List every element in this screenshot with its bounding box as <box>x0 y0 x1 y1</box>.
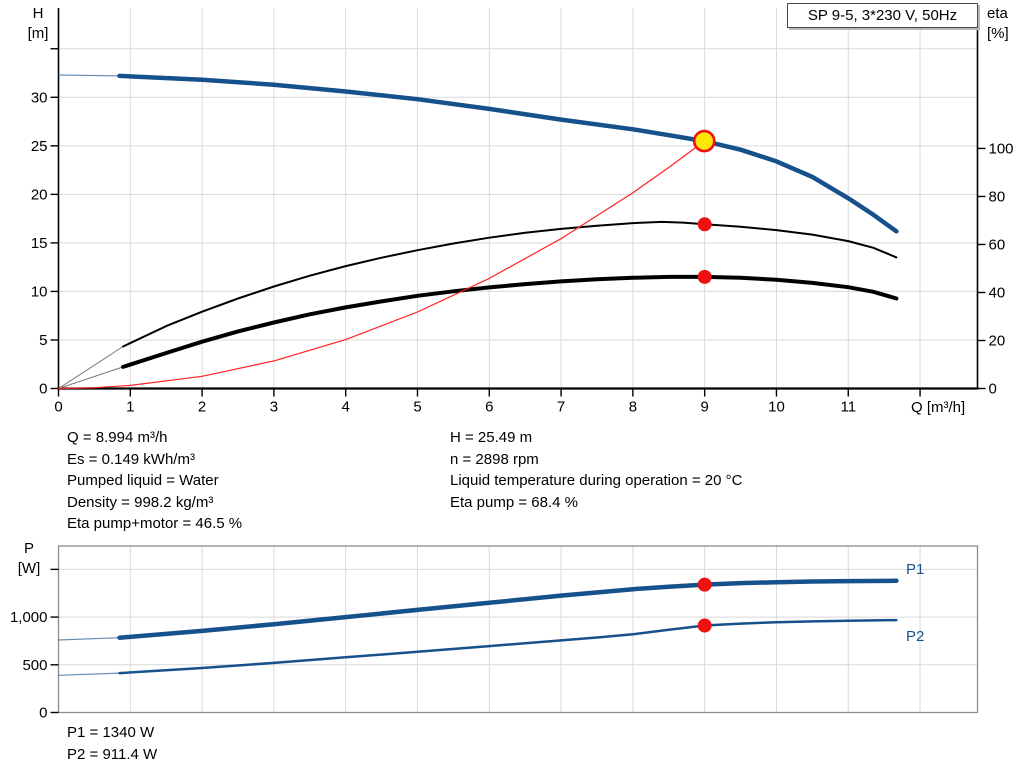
duty-point[interactable] <box>692 129 716 153</box>
p1-lead <box>57 637 121 641</box>
readout-head: H = 25.49 m <box>450 429 533 446</box>
readout-eta-pump: Eta pump = 68.4 % <box>450 493 578 511</box>
readout-liquid-temperature: Liquid temperature during operation = 20… <box>450 472 743 490</box>
p2-curve <box>118 618 898 675</box>
tick-label: 0 <box>39 381 47 398</box>
p2-lead <box>57 672 121 676</box>
tick-label: 80 <box>989 188 1006 205</box>
tick-label: 30 <box>31 89 48 106</box>
eta-pump-point <box>697 217 712 232</box>
readout-p1: P1 = 1340 W <box>67 724 155 741</box>
q-axis-label: Q [m³/h] <box>911 399 966 416</box>
tick-label: 5 <box>413 399 421 416</box>
tick-label: 0 <box>54 399 62 416</box>
readout-speed: n = 2898 rpm <box>450 450 539 468</box>
tick-label: 25 <box>31 138 48 155</box>
tick-label: 4 <box>342 399 350 416</box>
tick-label: 15 <box>31 235 48 252</box>
tick-label: 500 <box>22 657 47 674</box>
tick-label: 8 <box>629 399 637 416</box>
pump-title-box: SP 9-5, 3*230 V, 50Hz <box>787 3 978 28</box>
tick-label: 40 <box>989 284 1006 301</box>
tick-label: 1,000 <box>10 609 48 626</box>
tick-label: 0 <box>39 705 47 722</box>
tick-label: 0 <box>989 381 997 398</box>
p1-curve <box>117 578 899 640</box>
h-axis-label: H [m] <box>27 5 49 42</box>
power-chart: 0 500 1,000 <box>10 545 979 722</box>
readout-pumped-liquid: Pumped liquid = Water <box>67 472 219 490</box>
tick-label: 60 <box>989 236 1006 253</box>
tick-label: 3 <box>270 399 278 416</box>
qh-lead <box>57 74 121 77</box>
p2-point <box>697 618 712 633</box>
p-axis-label: P [W] <box>17 540 41 577</box>
eta-pump-curve <box>122 220 898 348</box>
tick-label: 2 <box>198 399 206 416</box>
p2-series-label: P2 <box>906 628 925 645</box>
readout-density: Density = 998.2 kg/m³ <box>67 493 214 511</box>
tick-label: 7 <box>557 399 565 416</box>
qh-curve <box>117 73 899 234</box>
readout-right-column: H = 25.49 m n = 2898 rpm Liquid temperat… <box>450 427 742 513</box>
eta-pump-motor-lead <box>58 366 124 389</box>
tick-label: 11 <box>840 399 856 416</box>
tick-label: 100 <box>989 140 1014 157</box>
qh-eta-chart: 0 5 10 15 20 25 30 0 20 40 60 80 100 0 1 2 3 4 5 6 7 8 9 10 11 <box>31 8 1014 416</box>
tick-label: 20 <box>31 186 48 203</box>
eta-axis-label: eta [%] <box>987 5 1009 42</box>
tick-label: 10 <box>768 399 785 416</box>
tick-label: 10 <box>31 283 48 300</box>
readout-specific-energy: Es = 0.149 kWh/m³ <box>67 450 195 468</box>
chart-frame <box>57 545 979 714</box>
p1-series-label: P1 <box>906 561 925 578</box>
tick-label: 1 <box>126 399 134 416</box>
eta-pump-motor-curve <box>121 274 899 369</box>
readout-p2: P2 = 911.4 W <box>67 746 158 763</box>
eta-pump-motor-point <box>697 269 712 284</box>
readout-power-column: P1 = 1340 W P2 = 911.4 W <box>67 722 157 766</box>
readout-flow: Q = 8.994 m³/h <box>67 429 168 446</box>
duty-parabola <box>57 140 705 390</box>
tick-label: 6 <box>485 399 493 416</box>
p1-point <box>697 577 712 592</box>
readout-eta-pump-motor: Eta pump+motor = 46.5 % <box>67 515 243 533</box>
tick-label: 20 <box>989 332 1006 349</box>
readout-left-column: Q = 8.994 m³/h Es = 0.149 kWh/m³ Pumped … <box>67 427 242 535</box>
eta-pump-lead <box>58 346 124 389</box>
tick-label: 5 <box>39 332 47 349</box>
tick-label: 9 <box>701 399 709 416</box>
